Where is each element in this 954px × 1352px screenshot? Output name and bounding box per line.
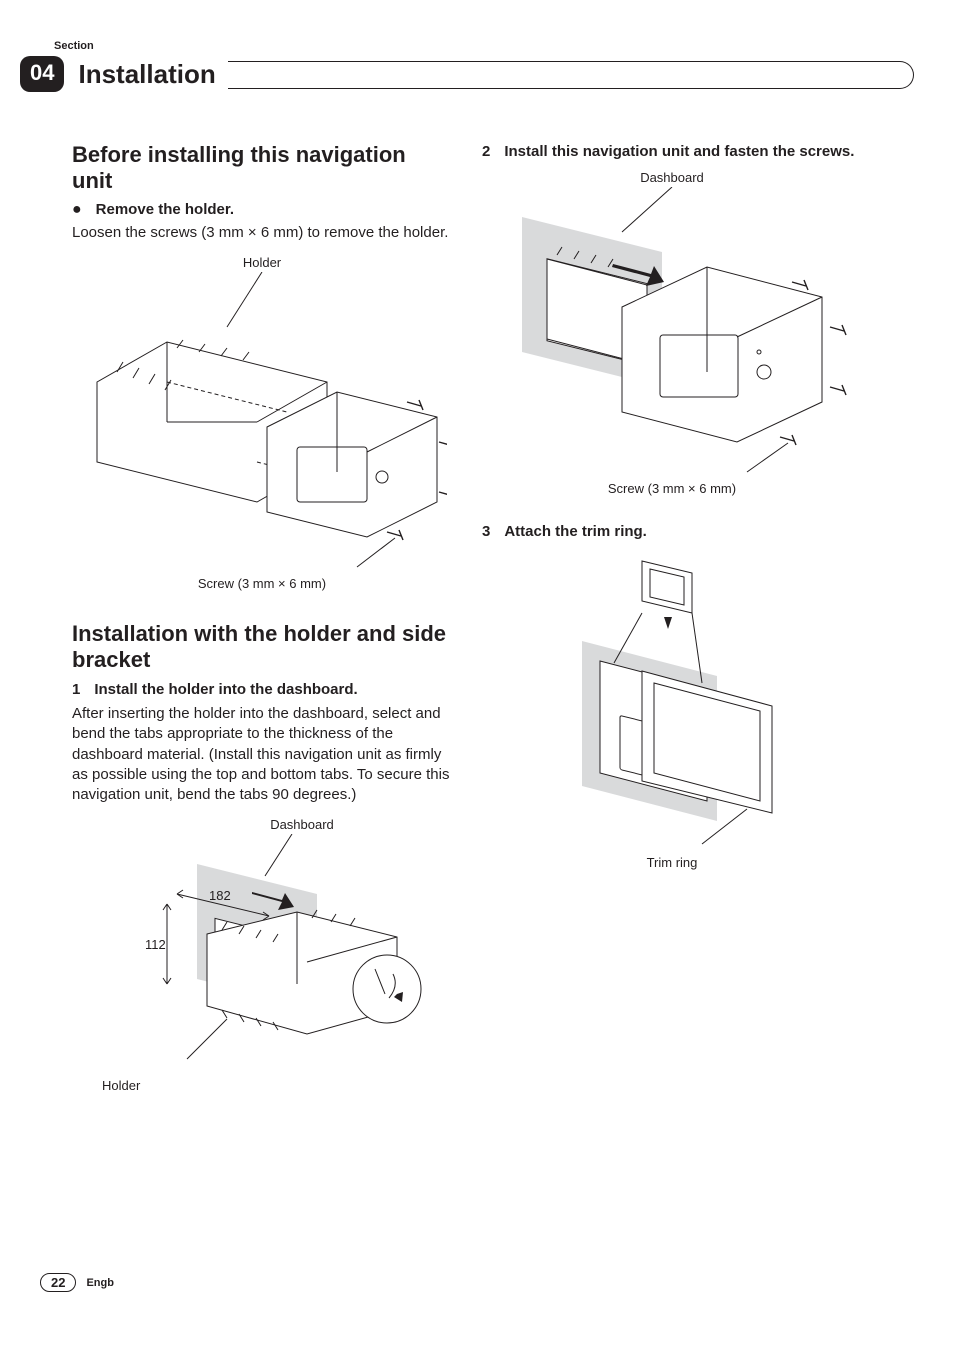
fig1-label-top: Holder — [243, 255, 281, 270]
header-row: 04 Installation — [20, 56, 914, 92]
step1-text: Install the holder into the dashboard. — [94, 681, 357, 698]
header-rule — [228, 61, 914, 89]
step1-title: 1 Install the holder into the dashboard. — [72, 680, 452, 700]
body-loosen-screws: Loosen the screws (3 mm × 6 mm) to remov… — [72, 223, 452, 243]
page-number: 22 — [40, 1273, 76, 1292]
figure-trim-ring: Trim ring — [482, 551, 862, 870]
fig3-label-top: Dashboard — [640, 170, 704, 185]
diagram-unit-into-dash — [492, 187, 852, 477]
fig2-label-bottom: Holder — [102, 1078, 140, 1093]
section-label: Section — [54, 40, 914, 52]
svg-text:182: 182 — [209, 888, 231, 903]
step1-body: After inserting the holder into the dash… — [72, 704, 452, 805]
right-column: 2 Install this navigation unit and fasten… — [482, 142, 862, 1119]
figure-install-holder: Dashboard 182 112 — [72, 817, 452, 1093]
figure-install-unit: Dashboard — [482, 170, 862, 496]
figure-remove-holder: Holder — [72, 255, 452, 591]
svg-text:112: 112 — [145, 937, 166, 952]
fig4-label-bottom: Trim ring — [647, 855, 698, 870]
step2-title: 2 Install this navigation unit and fasten… — [482, 142, 862, 162]
section-number-badge: 04 — [20, 56, 64, 92]
diagram-holder-exploded — [77, 272, 447, 572]
bullet-icon: ● — [72, 201, 82, 218]
heading-before-install: Before installing this navigation unit — [72, 142, 452, 195]
chapter-title: Installation — [78, 59, 215, 90]
step3-text: Attach the trim ring. — [504, 523, 647, 540]
step3-title: 3 Attach the trim ring. — [482, 522, 862, 542]
heading-install-holder-bracket: Installation with the holder and side br… — [72, 621, 452, 674]
left-column: Before installing this navigation unit ●… — [72, 142, 452, 1119]
content-columns: Before installing this navigation unit ●… — [20, 142, 914, 1119]
fig3-label-bottom: Screw (3 mm × 6 mm) — [608, 481, 736, 496]
diagram-dashboard-holder: 182 112 — [97, 834, 427, 1074]
bullet-text: Remove the holder. — [96, 201, 234, 218]
diagram-trim-ring — [542, 551, 802, 851]
page-footer: 22 Engb — [40, 1273, 114, 1292]
step1-number: 1 — [72, 681, 80, 698]
step2-text: Install this navigation unit and fasten … — [504, 143, 854, 160]
step2-number: 2 — [482, 143, 490, 160]
step3-number: 3 — [482, 523, 490, 540]
locale-label: Engb — [86, 1277, 114, 1289]
fig2-label-top: Dashboard — [270, 817, 334, 832]
bullet-remove-holder: ● Remove the holder. — [72, 201, 452, 219]
fig1-label-bottom: Screw (3 mm × 6 mm) — [198, 576, 326, 591]
